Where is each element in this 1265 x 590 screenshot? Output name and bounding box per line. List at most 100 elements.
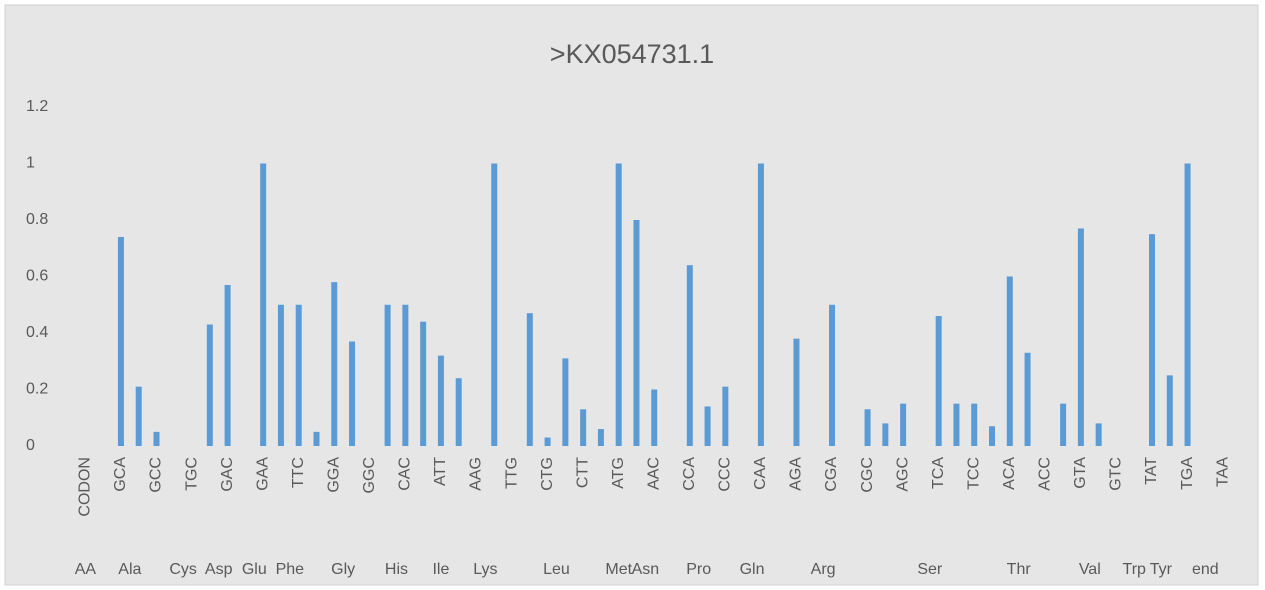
bar bbox=[633, 220, 640, 446]
bar bbox=[1166, 375, 1173, 446]
x-tick-label: ACC bbox=[1037, 457, 1054, 491]
x-tick-label: TGC bbox=[183, 457, 200, 491]
x-tick-label: GTA bbox=[1072, 457, 1089, 489]
y-tick-label: 0.4 bbox=[26, 324, 48, 341]
bar bbox=[402, 304, 409, 446]
bar bbox=[757, 163, 764, 446]
x-tick-label: CGC bbox=[859, 457, 876, 493]
x-tick-label: CGA bbox=[823, 457, 840, 492]
bar bbox=[829, 304, 836, 446]
group-label: Trp bbox=[1123, 561, 1147, 578]
chart-area bbox=[4, 4, 1259, 586]
group-label: Pro bbox=[686, 561, 711, 578]
bar bbox=[135, 386, 142, 446]
bar bbox=[953, 403, 960, 446]
x-tick-label: GGA bbox=[325, 457, 342, 493]
bar bbox=[900, 403, 907, 446]
bar bbox=[793, 338, 800, 446]
bar bbox=[384, 304, 391, 446]
x-tick-label: CTG bbox=[539, 457, 556, 491]
bar bbox=[580, 409, 587, 446]
bar bbox=[1149, 234, 1156, 446]
bar bbox=[597, 429, 604, 446]
y-tick-label: 0.8 bbox=[26, 211, 48, 228]
bar bbox=[864, 409, 871, 446]
x-tick-label: GAA bbox=[254, 457, 271, 491]
bar bbox=[615, 163, 622, 446]
x-tick-label: ATG bbox=[610, 457, 627, 489]
bar bbox=[117, 236, 124, 446]
bar bbox=[935, 316, 942, 446]
x-tick-label: GTC bbox=[1108, 457, 1125, 491]
bar bbox=[971, 403, 978, 446]
x-tick-label: GAC bbox=[219, 457, 236, 492]
bar bbox=[1006, 276, 1013, 446]
y-tick-label: 0.6 bbox=[26, 268, 48, 285]
group-label: Lys bbox=[473, 561, 497, 578]
bar bbox=[349, 341, 356, 446]
bar bbox=[1184, 163, 1191, 446]
bar bbox=[562, 358, 569, 446]
bar bbox=[686, 265, 693, 446]
group-label: Glu bbox=[242, 561, 267, 578]
group-label: Gly bbox=[331, 561, 355, 578]
x-tick-label: CODON bbox=[77, 457, 94, 517]
group-label: Phe bbox=[276, 561, 305, 578]
x-tick-label: TAA bbox=[1214, 457, 1231, 487]
bar bbox=[153, 431, 160, 446]
group-label: Cys bbox=[169, 561, 197, 578]
bar bbox=[420, 321, 427, 446]
bar bbox=[1060, 403, 1067, 446]
bar bbox=[1024, 352, 1031, 446]
x-tick-label: TGA bbox=[1179, 457, 1196, 490]
bar bbox=[1095, 423, 1102, 446]
x-tick-label: GCA bbox=[112, 457, 129, 492]
x-tick-label: TCC bbox=[965, 457, 982, 490]
group-label: AA bbox=[75, 561, 97, 578]
bar bbox=[704, 406, 711, 446]
bar bbox=[277, 304, 284, 446]
x-tick-label: TCA bbox=[930, 457, 947, 489]
x-tick-label: TTG bbox=[503, 457, 520, 489]
group-label: Leu bbox=[543, 561, 570, 578]
group-label: Thr bbox=[1007, 561, 1032, 578]
bar bbox=[989, 426, 996, 446]
group-label: Ser bbox=[917, 561, 943, 578]
y-tick-label: 0 bbox=[26, 437, 35, 454]
group-label: Met bbox=[605, 561, 632, 578]
group-label: His bbox=[385, 561, 408, 578]
group-label: Gln bbox=[740, 561, 765, 578]
bar bbox=[331, 282, 338, 446]
x-tick-label: CAA bbox=[752, 457, 769, 490]
bar bbox=[206, 324, 213, 446]
group-label: Ile bbox=[432, 561, 449, 578]
group-label: Ala bbox=[118, 561, 141, 578]
bar bbox=[722, 386, 729, 446]
x-tick-label: AAG bbox=[468, 457, 485, 491]
group-label: Arg bbox=[811, 561, 836, 578]
y-tick-label: 0.2 bbox=[26, 381, 48, 398]
bar bbox=[526, 313, 533, 446]
x-tick-label: CCA bbox=[681, 457, 698, 491]
x-tick-label: CAC bbox=[397, 457, 414, 491]
bar bbox=[491, 163, 498, 446]
x-tick-label: AGC bbox=[894, 457, 911, 492]
bar bbox=[1077, 228, 1084, 446]
x-tick-label: TAT bbox=[1143, 457, 1160, 485]
bar bbox=[437, 355, 444, 446]
group-label: Asn bbox=[632, 561, 660, 578]
chart-title: >KX054731.1 bbox=[550, 39, 714, 69]
bar bbox=[295, 304, 302, 446]
x-tick-label: AAC bbox=[645, 457, 662, 490]
x-tick-label: ACA bbox=[1001, 457, 1018, 490]
x-tick-label: CCC bbox=[717, 457, 734, 492]
bar bbox=[455, 378, 462, 446]
x-tick-label: GCC bbox=[148, 457, 165, 493]
group-label: end bbox=[1192, 561, 1219, 578]
bar bbox=[224, 284, 231, 446]
x-tick-label: AGA bbox=[788, 457, 805, 491]
group-label: Val bbox=[1079, 561, 1101, 578]
bar bbox=[882, 423, 889, 446]
bar bbox=[544, 437, 551, 446]
